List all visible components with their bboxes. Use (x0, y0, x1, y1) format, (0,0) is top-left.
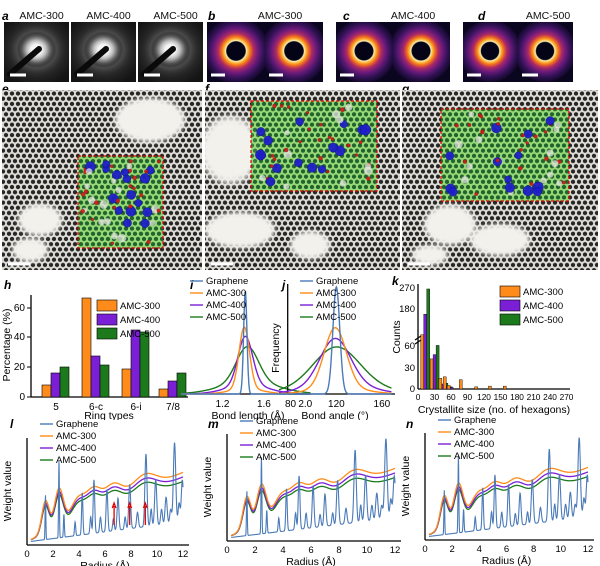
svg-text:2: 2 (450, 544, 455, 555)
svg-text:0: 0 (422, 544, 427, 555)
svg-text:Radius (Å): Radius (Å) (482, 554, 532, 566)
svg-text:Weight value: Weight value (400, 456, 412, 517)
svg-text:AMC-300: AMC-300 (454, 427, 494, 438)
svg-text:Graphene: Graphene (454, 415, 496, 426)
svg-text:12: 12 (583, 544, 594, 555)
svg-text:10: 10 (556, 544, 567, 555)
svg-text:AMC-400: AMC-400 (454, 439, 494, 450)
svg-text:AMC-500: AMC-500 (454, 451, 494, 462)
svg-text:8: 8 (531, 544, 536, 555)
svg-text:4: 4 (477, 544, 482, 555)
svg-text:6: 6 (504, 544, 509, 555)
